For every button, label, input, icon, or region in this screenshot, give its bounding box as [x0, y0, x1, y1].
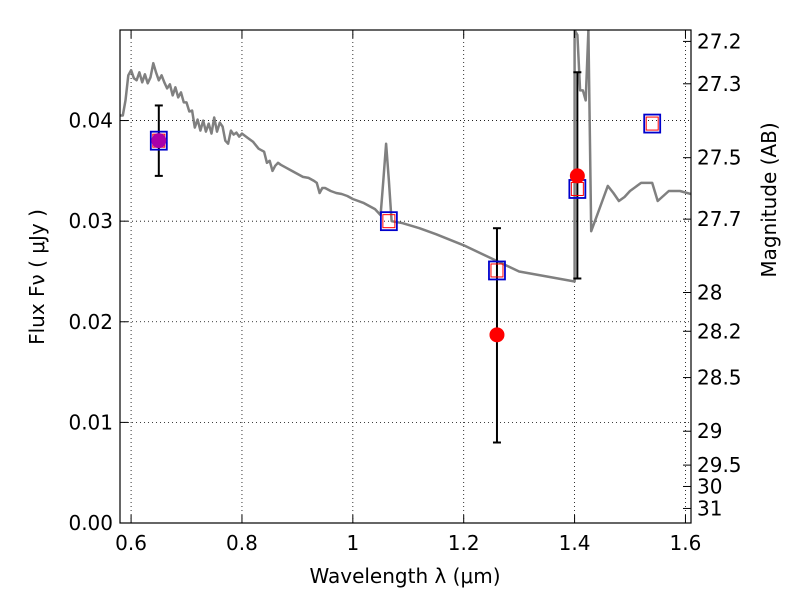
y-axis-label: Flux Fν ( μJy ) — [25, 209, 49, 345]
y-tick-label: 0.04 — [68, 109, 113, 133]
axis-ticks: 0.6 0.8 1 1.2 1.4 1.6 0.00 0.01 0.02 0.03 0.04 27.2… — [68, 29, 741, 555]
model-spectrum-line — [120, 30, 691, 283]
magnitude-tick-label: 27.2 — [697, 29, 742, 53]
model-flux-square-inner — [382, 214, 396, 229]
magnitude-tick-label: 27.5 — [697, 146, 742, 170]
x-tick-label: 1 — [346, 531, 359, 555]
y-tick-label: 0.00 — [68, 511, 113, 535]
observed-flux-point — [489, 327, 505, 343]
magnitude-tick-label: 29 — [697, 419, 722, 443]
observed-flux-point — [151, 133, 167, 149]
plot-frame — [119, 29, 692, 524]
magnitude-tick-label: 28 — [697, 280, 722, 304]
magnitude-tick-label: 31 — [697, 496, 722, 520]
x-tick-label: 1.4 — [559, 531, 591, 555]
model-flux-square — [643, 113, 662, 134]
model-flux-square — [149, 130, 168, 151]
model-flux-square-inner — [645, 116, 659, 131]
magnitude-tick-label: 29.5 — [697, 453, 742, 477]
x-axis-label: Wavelength λ (μm) — [309, 564, 500, 588]
grid-lines — [120, 30, 691, 523]
y-tick-label: 0.03 — [68, 209, 113, 233]
model-flux-square — [379, 211, 398, 232]
magnitude-axis-label: Magnitude (AB) — [757, 122, 781, 277]
x-tick-label: 1.2 — [448, 531, 480, 555]
observed-flux-point — [569, 168, 585, 184]
magnitude-tick-label: 27.3 — [697, 72, 742, 96]
model-spectrum — [120, 30, 691, 283]
magnitude-tick-label: 28.2 — [697, 319, 742, 343]
x-tick-label: 1.6 — [670, 531, 702, 555]
markers — [149, 113, 662, 343]
model-flux-square — [488, 260, 506, 281]
x-tick-label: 0.8 — [226, 531, 258, 555]
magnitude-tick-label: 30 — [697, 474, 722, 498]
model-flux-square-inner — [490, 263, 504, 278]
y-tick-label: 0.02 — [68, 310, 113, 334]
magnitude-tick-label: 28.5 — [697, 366, 742, 390]
x-tick-label: 0.6 — [115, 531, 147, 555]
y-tick-label: 0.01 — [68, 410, 113, 434]
magnitude-tick-label: 27.7 — [697, 207, 742, 231]
